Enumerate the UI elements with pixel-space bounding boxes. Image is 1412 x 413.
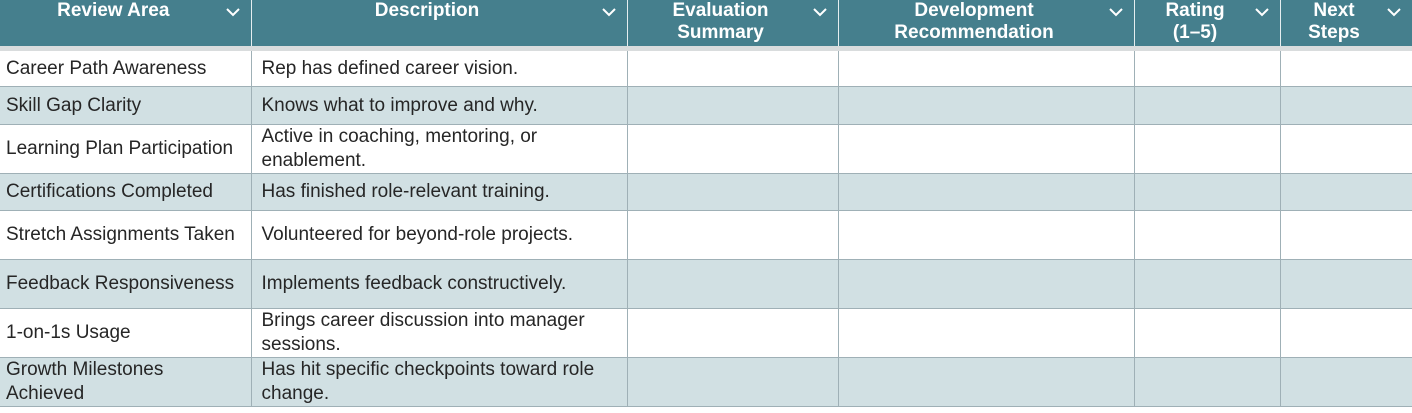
cell-next-steps[interactable]: [1280, 210, 1412, 260]
cell-review-area[interactable]: Stretch Assignments Taken: [0, 210, 252, 260]
cell-description[interactable]: Brings career discussion into manager se…: [251, 308, 628, 358]
cell-development-recommendation[interactable]: [838, 259, 1135, 309]
cell-review-area[interactable]: Learning Plan Participation: [0, 124, 252, 174]
header-row: Review Area Description Evaluation Summa…: [0, 0, 1412, 51]
cell-rating[interactable]: [1134, 124, 1281, 174]
header-next-steps-line1: Next: [1313, 0, 1355, 21]
header-evaluation-line1: Evaluation: [672, 0, 769, 21]
cell-review-area[interactable]: Career Path Awareness: [0, 48, 252, 87]
header-evaluation-summary[interactable]: Evaluation Summary: [627, 0, 839, 51]
cell-next-steps[interactable]: [1280, 48, 1412, 87]
cell-evaluation-summary[interactable]: [627, 259, 839, 309]
header-development-recommendation[interactable]: Development Recommendation: [838, 0, 1135, 51]
cell-next-steps[interactable]: [1280, 357, 1412, 407]
cell-review-area[interactable]: Skill Gap Clarity: [0, 86, 252, 125]
cell-evaluation-summary[interactable]: [627, 86, 839, 125]
chevron-down-icon[interactable]: [1108, 6, 1124, 18]
cell-next-steps[interactable]: [1280, 308, 1412, 358]
chevron-down-icon[interactable]: [601, 6, 617, 18]
cell-description[interactable]: Has finished role-relevant training.: [251, 173, 628, 211]
cell-evaluation-summary[interactable]: [627, 210, 839, 260]
cell-evaluation-summary[interactable]: [627, 48, 839, 87]
header-rating[interactable]: Rating (1–5): [1134, 0, 1281, 51]
chevron-down-icon[interactable]: [1386, 6, 1402, 18]
table-row: Career Path Awareness Rep has defined ca…: [0, 48, 1412, 87]
cell-description[interactable]: Has hit specific checkpoints toward role…: [251, 357, 628, 407]
cell-rating[interactable]: [1134, 308, 1281, 358]
cell-description[interactable]: Implements feedback constructively.: [251, 259, 628, 309]
cell-description[interactable]: Active in coaching, mentoring, or enable…: [251, 124, 628, 174]
header-development-line1: Development: [914, 0, 1034, 21]
cell-next-steps[interactable]: [1280, 173, 1412, 211]
cell-review-area[interactable]: 1-on-1s Usage: [0, 308, 252, 358]
cell-description[interactable]: Knows what to improve and why.: [251, 86, 628, 125]
header-next-steps[interactable]: Next Steps: [1280, 0, 1412, 51]
cell-description[interactable]: Rep has defined career vision.: [251, 48, 628, 87]
cell-rating[interactable]: [1134, 86, 1281, 125]
table-row: Learning Plan Participation Active in co…: [0, 124, 1412, 174]
table-row: 1-on-1s Usage Brings career discussion i…: [0, 308, 1412, 358]
cell-development-recommendation[interactable]: [838, 308, 1135, 358]
cell-development-recommendation[interactable]: [838, 173, 1135, 211]
cell-evaluation-summary[interactable]: [627, 308, 839, 358]
header-rating-line1: Rating: [1165, 0, 1225, 21]
cell-development-recommendation[interactable]: [838, 124, 1135, 174]
header-review-area-line1: Review Area: [57, 0, 170, 21]
cell-development-recommendation[interactable]: [838, 86, 1135, 125]
cell-evaluation-summary[interactable]: [627, 173, 839, 211]
table-row: Certifications Completed Has finished ro…: [0, 173, 1412, 211]
header-rating-line2: (1–5): [1172, 22, 1218, 43]
cell-next-steps[interactable]: [1280, 86, 1412, 125]
header-evaluation-line2: Summary: [677, 22, 764, 43]
cell-development-recommendation[interactable]: [838, 48, 1135, 87]
cell-development-recommendation[interactable]: [838, 357, 1135, 407]
cell-rating[interactable]: [1134, 48, 1281, 87]
cell-rating[interactable]: [1134, 259, 1281, 309]
table-row: Skill Gap Clarity Knows what to improve …: [0, 86, 1412, 125]
cell-next-steps[interactable]: [1280, 124, 1412, 174]
cell-rating[interactable]: [1134, 173, 1281, 211]
cell-review-area[interactable]: Growth Milestones Achieved: [0, 357, 252, 407]
header-description[interactable]: Description: [251, 0, 628, 51]
header-description-line1: Description: [374, 0, 480, 21]
cell-review-area[interactable]: Feedback Responsiveness: [0, 259, 252, 309]
header-review-area[interactable]: Review Area: [0, 0, 252, 51]
chevron-down-icon[interactable]: [1254, 6, 1270, 18]
cell-evaluation-summary[interactable]: [627, 124, 839, 174]
header-next-steps-line2: Steps: [1308, 22, 1360, 43]
cell-evaluation-summary[interactable]: [627, 357, 839, 407]
cell-rating[interactable]: [1134, 357, 1281, 407]
chevron-down-icon[interactable]: [812, 6, 828, 18]
header-development-line2: Recommendation: [894, 22, 1054, 43]
cell-rating[interactable]: [1134, 210, 1281, 260]
cell-review-area[interactable]: Certifications Completed: [0, 173, 252, 211]
chevron-down-icon[interactable]: [225, 6, 241, 18]
table-row: Growth Milestones Achieved Has hit speci…: [0, 357, 1412, 407]
cell-next-steps[interactable]: [1280, 259, 1412, 309]
table-row: Stretch Assignments Taken Volunteered fo…: [0, 210, 1412, 260]
cell-development-recommendation[interactable]: [838, 210, 1135, 260]
cell-description[interactable]: Volunteered for beyond-role projects.: [251, 210, 628, 260]
table-row: Feedback Responsiveness Implements feedb…: [0, 259, 1412, 309]
